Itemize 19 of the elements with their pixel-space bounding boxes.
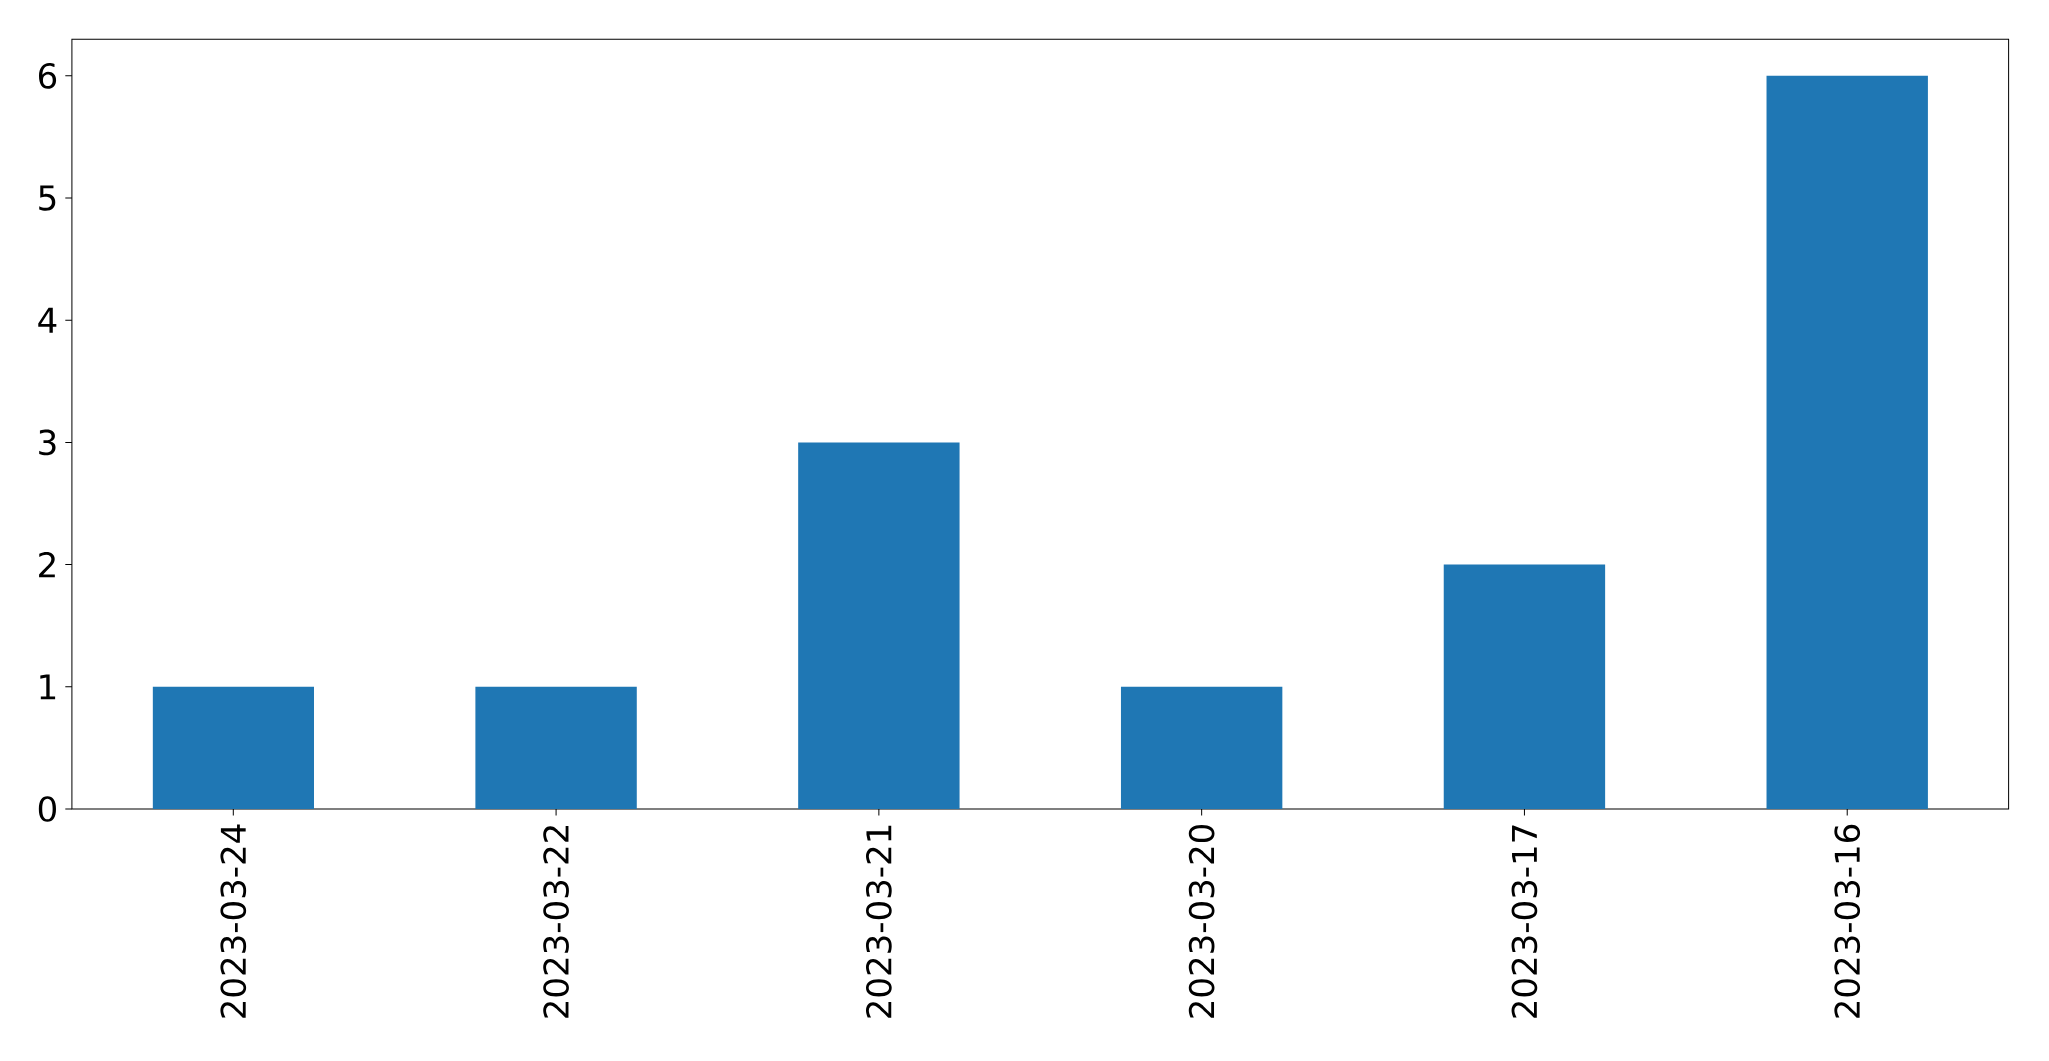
y-tick-label: 5 xyxy=(39,185,56,211)
y-tick-label: 2 xyxy=(39,551,55,578)
x-tick-label: 2023-03-17 xyxy=(1511,825,1538,1018)
bar xyxy=(1443,564,1606,809)
y-tick-label: 0 xyxy=(38,796,56,822)
bar xyxy=(152,686,314,809)
y-tick-label: 1 xyxy=(40,674,56,700)
bar xyxy=(1120,686,1283,809)
y-tick-label: 6 xyxy=(38,62,57,89)
x-tick-label: 2023-03-16 xyxy=(1834,824,1861,1018)
bar xyxy=(475,686,637,809)
y-tick-label: 4 xyxy=(38,307,57,333)
x-tick-label: 2023-03-22 xyxy=(543,826,569,1018)
x-tick-label: 2023-03-24 xyxy=(220,824,247,1018)
y-tick-label: 3 xyxy=(39,429,56,456)
x-tick-label: 2023-03-21 xyxy=(865,825,892,1018)
bar xyxy=(1766,75,1928,809)
bar xyxy=(798,442,960,809)
x-tick-label: 2023-03-20 xyxy=(1188,824,1215,1018)
